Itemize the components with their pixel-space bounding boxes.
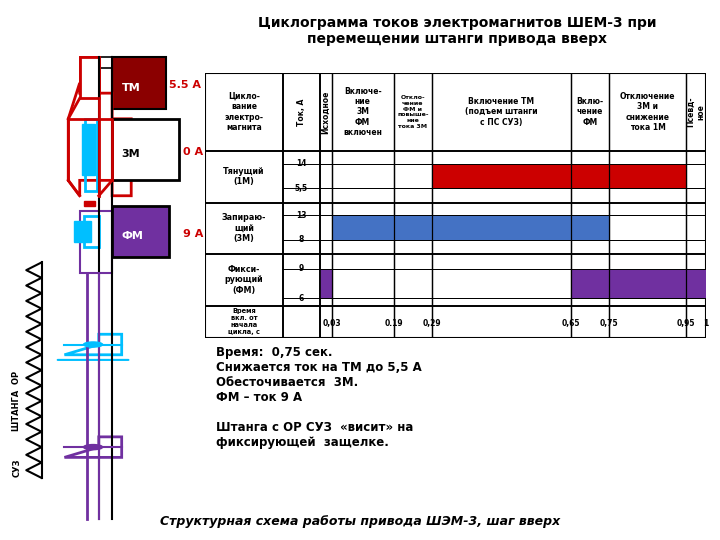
Text: 0.19: 0.19	[384, 319, 402, 328]
Text: Ток, А: Ток, А	[297, 98, 306, 126]
Bar	[80, 211, 112, 273]
Bar	[80, 57, 99, 93]
Text: Время
вкл. от
начала
цикла, с: Время вкл. от начала цикла, с	[228, 308, 260, 335]
Bar	[332, 215, 609, 240]
Text: 6: 6	[299, 294, 304, 302]
Text: 1: 1	[703, 319, 708, 328]
Text: 5,5: 5,5	[295, 184, 308, 193]
Text: Вклю-
чение
ФМ: Вклю- чение ФМ	[577, 97, 603, 127]
Bar	[432, 164, 609, 188]
Bar	[112, 57, 166, 109]
Text: 0,75: 0,75	[600, 319, 618, 328]
Text: Псевд-
ное: Псевд- ное	[686, 97, 706, 127]
Text: 0 А: 0 А	[183, 147, 203, 157]
Text: Включе-
ние
3М
ФМ
включен: Включе- ние 3М ФМ включен	[343, 86, 382, 137]
Bar	[80, 57, 99, 98]
Text: Исходное: Исходное	[322, 90, 330, 133]
Bar	[81, 124, 95, 175]
Circle shape	[84, 444, 103, 450]
Circle shape	[84, 342, 103, 347]
Text: 14: 14	[296, 159, 307, 168]
Bar	[84, 216, 99, 247]
Bar	[571, 268, 686, 298]
Text: 13: 13	[296, 211, 307, 220]
Text: Включение ТМ
(подъем штанги
с ПС СУЗ): Включение ТМ (подъем штанги с ПС СУЗ)	[465, 97, 538, 127]
Bar	[609, 164, 686, 188]
Bar	[112, 119, 179, 180]
Text: 5.5 А: 5.5 А	[169, 80, 202, 90]
Bar	[86, 119, 97, 191]
Text: 8: 8	[299, 235, 305, 244]
Text: Откло-
чение
ФМ и
повыше-
ние
тока 3М: Откло- чение ФМ и повыше- ние тока 3М	[397, 95, 428, 129]
Text: 0,65: 0,65	[562, 319, 580, 328]
Text: ШТАНГА  ОР: ШТАНГА ОР	[12, 371, 22, 431]
Text: Отключение
3М и
снижение
тока 1М: Отключение 3М и снижение тока 1М	[620, 92, 675, 132]
Text: 0,95: 0,95	[677, 319, 696, 328]
Bar	[74, 221, 91, 242]
Text: 9: 9	[299, 264, 304, 273]
Text: ФМ: ФМ	[122, 231, 143, 241]
Text: 9 А: 9 А	[183, 229, 203, 239]
Text: Время:  0,75 сек.
Снижается ток на ТМ до 5,5 А
Обесточивается  3М.
ФМ – ток 9 А
: Время: 0,75 сек. Снижается ток на ТМ до …	[216, 346, 422, 449]
Text: Цикло-
вание
электро-
магнита: Цикло- вание электро- магнита	[225, 92, 264, 132]
Text: Циклограмма токов электромагнитов ШЕМ-3 при
перемещении штанги привода вверх: Циклограмма токов электромагнитов ШЕМ-3 …	[258, 16, 657, 46]
Text: СУЗ: СУЗ	[12, 458, 22, 477]
Bar	[686, 268, 706, 298]
Bar	[112, 206, 169, 258]
Text: 3М: 3М	[122, 149, 140, 159]
Text: Запираю-
щий
(3М): Запираю- щий (3М)	[222, 213, 266, 243]
Text: ТМ: ТМ	[122, 83, 140, 92]
Text: Тянущий
(1М): Тянущий (1М)	[223, 167, 265, 186]
Text: Структурная схема работы привода ШЭМ-3, шаг вверх: Структурная схема работы привода ШЭМ-3, …	[160, 515, 560, 528]
Text: 0,29: 0,29	[423, 319, 441, 328]
Text: Фикси-
рующий
(ФМ): Фикси- рующий (ФМ)	[225, 265, 264, 295]
Bar	[99, 57, 112, 68]
Bar	[320, 268, 332, 298]
Bar	[84, 201, 95, 206]
Text: 0,03: 0,03	[323, 319, 341, 328]
